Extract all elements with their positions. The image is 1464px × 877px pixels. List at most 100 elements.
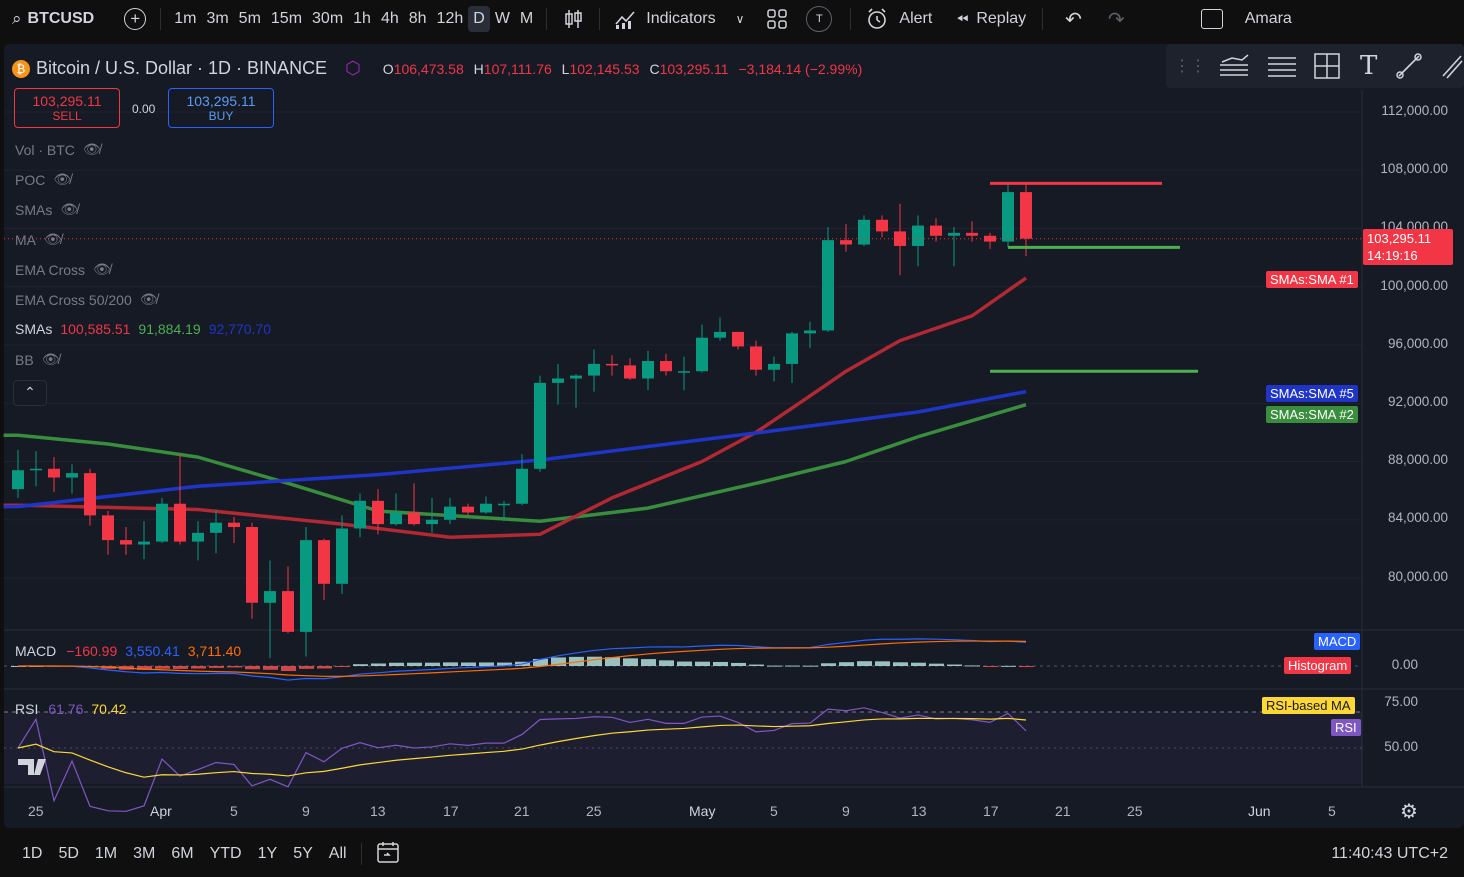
trend-lines-icon[interactable] xyxy=(1218,52,1250,80)
candle-body xyxy=(444,506,456,520)
alert-button[interactable]: Alert xyxy=(859,0,938,38)
date-axis-label: Apr xyxy=(150,803,172,819)
macd-histogram-bar xyxy=(893,662,908,666)
pencil-icon[interactable] xyxy=(1439,52,1463,80)
price-axis-label: 88,000.00 xyxy=(1387,452,1448,467)
layout-name[interactable]: Amara xyxy=(1245,0,1292,38)
macd-label: MACD xyxy=(15,643,57,659)
macd-legend[interactable]: MACD −160.99 3,550.41 3,711.40 xyxy=(15,643,241,659)
interval-1h[interactable]: 1h xyxy=(353,10,371,27)
purple-flow-icon[interactable]: ⬡ xyxy=(345,58,361,78)
interval-3m[interactable]: 3m xyxy=(206,10,229,27)
candle-body xyxy=(552,378,564,383)
range-5d[interactable]: 5D xyxy=(58,844,79,862)
candle-body xyxy=(264,591,276,603)
templates-button[interactable] xyxy=(766,0,788,38)
chart-type-button[interactable] xyxy=(555,0,591,38)
open-key: O xyxy=(382,60,394,77)
histogram-tag: Histogram xyxy=(1284,657,1352,674)
range-all[interactable]: All xyxy=(328,844,347,862)
candle-body xyxy=(84,473,96,516)
candle-body xyxy=(480,503,492,513)
interval-8h[interactable]: 8h xyxy=(408,10,427,27)
compare-symbol-button[interactable]: + xyxy=(124,0,147,38)
eye-off-icon[interactable]: 👁︎̸ xyxy=(139,291,158,307)
candle-body xyxy=(966,232,978,236)
symbol-search[interactable]: ⌕ BTCUSD xyxy=(12,0,94,38)
rsi-label: RSI xyxy=(15,701,39,717)
study-ema-cross-50-200[interactable]: EMA Cross 50/200 👁︎̸ xyxy=(15,291,158,308)
candle-body xyxy=(174,503,186,542)
clock-display[interactable]: 11:40:43 UTC+2 xyxy=(1331,844,1448,862)
study-smas-values[interactable]: SMAs 100,585.51 91,884.19 92,770.70 xyxy=(15,321,271,337)
measure-icon[interactable] xyxy=(1312,51,1342,81)
interval-1m[interactable]: 1m xyxy=(174,10,197,27)
eye-off-icon[interactable]: 👁︎̸ xyxy=(93,261,111,277)
interval-5m[interactable]: 5m xyxy=(238,10,261,27)
interval-30m[interactable]: 30m xyxy=(312,10,344,27)
calendar-goto-icon xyxy=(376,842,399,863)
candle-body xyxy=(120,540,132,545)
text-tool-icon[interactable]: T xyxy=(1360,51,1378,81)
range-5y[interactable]: 5Y xyxy=(293,844,313,862)
macd-histogram-bar xyxy=(929,663,944,666)
macd-histogram-bar xyxy=(839,662,854,666)
study-smas[interactable]: SMAs 👁︎̸ xyxy=(15,201,78,218)
t-badge-button[interactable]: T xyxy=(806,0,833,38)
collapse-legend-button[interactable]: ⌃ xyxy=(13,380,47,406)
study-ma[interactable]: MA 👁︎̸ xyxy=(15,231,62,248)
interval-D[interactable]: D xyxy=(468,6,490,32)
study-vol[interactable]: Vol · BTC 👁︎̸ xyxy=(15,141,101,158)
indicators-button[interactable]: Indicators ∨ xyxy=(608,0,750,38)
study-ema-cross[interactable]: EMA Cross 👁︎̸ xyxy=(15,261,111,278)
macd-histogram-bar xyxy=(389,662,404,666)
rsi-legend[interactable]: RSI 61.76 70.42 xyxy=(15,701,126,717)
candle-body xyxy=(246,527,258,603)
symbol-title: Bitcoin / U.S. Dollar · 1D · BINANCE xyxy=(36,58,328,78)
study-poc[interactable]: POC 👁︎̸ xyxy=(15,171,71,188)
candle-body xyxy=(498,503,510,506)
brush-icon[interactable] xyxy=(1395,52,1423,80)
range-1m[interactable]: 1M xyxy=(94,844,118,862)
macd-histogram-bar xyxy=(713,661,728,666)
macd-histogram-bar xyxy=(353,664,368,666)
redo-button[interactable]: ↷ xyxy=(1108,0,1125,38)
interval-15m[interactable]: 15m xyxy=(270,10,303,27)
sell-button[interactable]: 103,295.11 SELL xyxy=(14,88,120,128)
fib-icon[interactable] xyxy=(1266,52,1298,80)
divider xyxy=(599,8,601,30)
eye-off-icon[interactable]: 👁︎̸ xyxy=(53,171,72,187)
undo-button[interactable]: ↶ xyxy=(1065,0,1082,38)
candle-body xyxy=(318,540,330,584)
candle-body xyxy=(228,522,240,528)
interval-M[interactable]: M xyxy=(519,10,534,27)
range-1y[interactable]: 1Y xyxy=(257,844,278,862)
eye-off-icon[interactable]: 👁︎̸ xyxy=(60,201,79,217)
layout-button[interactable] xyxy=(1200,0,1223,38)
candle-body xyxy=(156,503,168,542)
macd-histogram-bar xyxy=(983,666,998,667)
settings-gear-icon[interactable]: ⚙︎ xyxy=(1400,801,1418,823)
interval-W[interactable]: W xyxy=(494,10,510,27)
eye-off-icon[interactable]: 👁︎̸ xyxy=(82,141,101,157)
range-3m[interactable]: 3M xyxy=(133,844,156,862)
study-label: SMAs xyxy=(15,201,53,218)
range-ytd[interactable]: YTD xyxy=(209,844,242,862)
price-axis-label: 80,000.00 xyxy=(1387,569,1448,584)
range-6m[interactable]: 6M xyxy=(171,844,194,862)
buy-button[interactable]: 103,295.11 BUY xyxy=(168,88,274,128)
range-1d[interactable]: 1D xyxy=(22,844,43,862)
interval-12h[interactable]: 12h xyxy=(436,10,464,27)
chevron-down-icon[interactable]: ∨ xyxy=(735,12,745,26)
goto-date-button[interactable] xyxy=(376,840,402,867)
drag-handle-icon[interactable]: ⋮⋮ xyxy=(1174,58,1206,75)
candle-body xyxy=(390,512,402,525)
interval-4h[interactable]: 4h xyxy=(380,10,399,27)
eye-off-icon[interactable]: 👁︎̸ xyxy=(41,351,60,367)
eye-off-icon[interactable]: 👁︎̸ xyxy=(44,231,62,247)
price-axis-label: 84,000.00 xyxy=(1387,510,1448,525)
replay-button[interactable]: ⏪︎ Replay xyxy=(956,0,1026,38)
rsi-ma-tag: RSI-based MA xyxy=(1262,697,1355,714)
study-bb[interactable]: BB 👁︎̸ xyxy=(15,351,59,368)
